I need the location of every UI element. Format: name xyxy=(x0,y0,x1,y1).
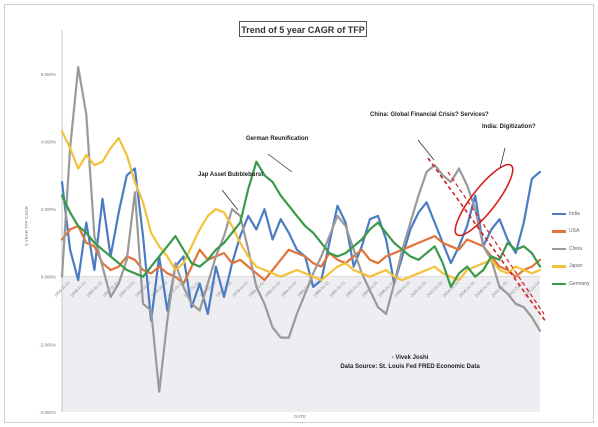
legend-swatch xyxy=(552,265,566,268)
source-note: - Vivek Joshi Data Source: St. Louis Fed… xyxy=(320,354,500,372)
red-ellipse-india xyxy=(454,163,514,237)
author-line: - Vivek Joshi xyxy=(391,355,429,361)
annotation-china: China: Global Financial Crisis? Services… xyxy=(370,112,489,118)
legend-item-japan: Japan xyxy=(552,258,590,276)
legend-swatch xyxy=(552,230,566,233)
series-line-china xyxy=(60,65,542,393)
chart-legend: India USA China Japan Germany xyxy=(552,205,590,293)
legend-item-china: China xyxy=(552,240,590,258)
series-line-japan xyxy=(60,130,542,282)
y-tick-label: 4.000% xyxy=(41,139,56,144)
series-line-usa xyxy=(60,224,542,285)
legend-swatch xyxy=(552,282,566,285)
y-tick-label: 0.000% xyxy=(41,275,56,280)
arrow-german xyxy=(267,153,293,173)
red-dashed-trend-line-2 xyxy=(447,171,545,315)
annotation-shapes xyxy=(221,139,547,323)
legend-swatch xyxy=(552,247,566,250)
legend-swatch xyxy=(552,212,566,215)
annotation-jap-asset: Jap Asset Bubbleburst xyxy=(198,172,264,178)
y-tick-label: -4.000% xyxy=(39,410,56,415)
negative-band xyxy=(62,276,540,412)
series-layer xyxy=(60,65,542,393)
y-tick-label: -2.000% xyxy=(39,342,56,347)
arrow-china xyxy=(417,139,435,161)
legend-label: Japan xyxy=(569,263,583,270)
arrow-jap xyxy=(221,189,239,211)
legend-label: Germany xyxy=(569,280,590,287)
data-source-line: Data Source: St. Louis Fed FRED Economic… xyxy=(340,364,480,370)
legend-label: India xyxy=(569,210,580,217)
x-axis-label: DATE xyxy=(294,414,306,419)
legend-item-usa: USA xyxy=(552,223,590,241)
legend-item-germany: Germany xyxy=(552,275,590,293)
series-line-germany xyxy=(60,160,542,288)
red-dashed-trend-line xyxy=(427,157,547,323)
legend-label: China xyxy=(569,245,583,252)
legend-label: USA xyxy=(569,228,580,235)
arrow-india xyxy=(499,147,506,169)
series-line-india xyxy=(60,167,542,322)
legend-item-india: India xyxy=(552,205,590,223)
annotation-german-reunification: German Reunification xyxy=(246,136,309,142)
annotation-india: India: Digitization? xyxy=(482,124,536,130)
y-tick-label: 2.000% xyxy=(41,207,56,212)
y-axis-label: 5 YEAR TFP CAGR xyxy=(24,205,29,246)
y-tick-label: 6.000% xyxy=(41,72,56,77)
chart-title: Trend of 5 year CAGR of TFP xyxy=(239,21,367,37)
